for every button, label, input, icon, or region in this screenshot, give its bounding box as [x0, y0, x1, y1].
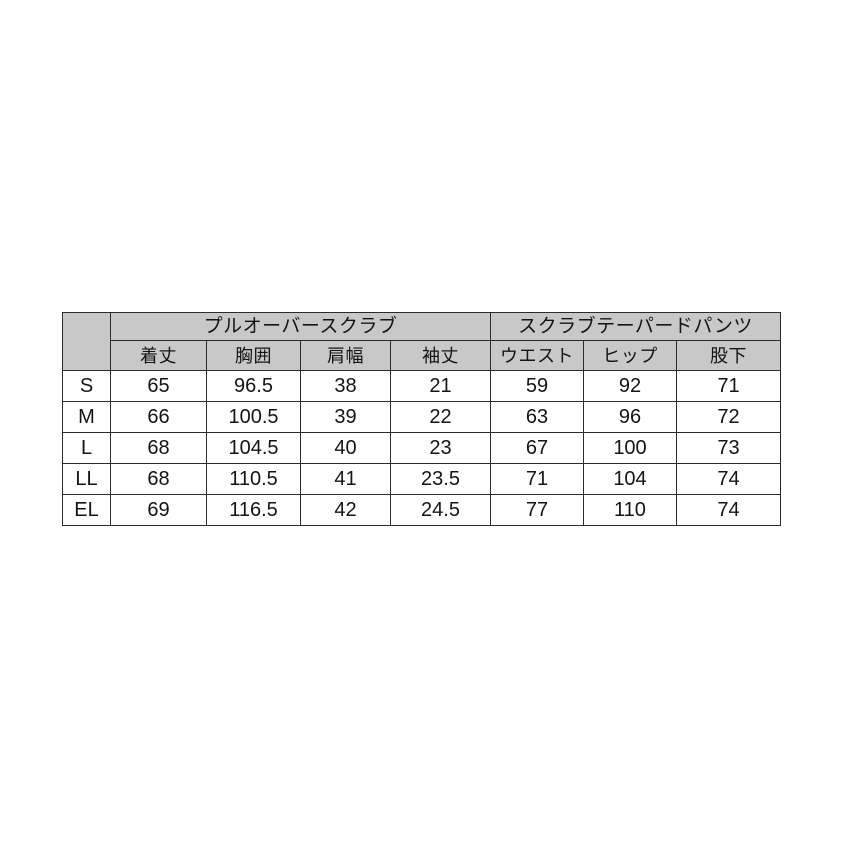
- group-header-scrub-tapered-pants: スクラブテーパードパンツ: [489, 312, 782, 341]
- cell-value: 24.5: [390, 494, 491, 526]
- table-row: L 68 104.5 40 23 67 100 73: [62, 432, 782, 464]
- cell-value: 96: [583, 401, 677, 433]
- size-label: M: [62, 401, 111, 433]
- cell-value: 21: [390, 370, 491, 402]
- cell-value: 23.5: [390, 463, 491, 495]
- column-header-katahaba: 肩幅: [300, 340, 391, 371]
- cell-value: 71: [675, 370, 782, 402]
- table-row: EL 69 116.5 42 24.5 77 110 74: [62, 494, 782, 526]
- cell-value: 96.5: [206, 370, 301, 402]
- cell-value: 110: [583, 494, 677, 526]
- table-header: プルオーバースクラブ スクラブテーパードパンツ 着丈 胸囲 肩幅 袖丈 ウエスト…: [62, 312, 782, 371]
- cell-value: 100: [583, 432, 677, 464]
- size-chart-table: プルオーバースクラブ スクラブテーパードパンツ 着丈 胸囲 肩幅 袖丈 ウエスト…: [62, 312, 782, 526]
- column-header-matashita: 股下: [675, 340, 782, 371]
- column-header-waist: ウエスト: [490, 340, 584, 371]
- size-label: EL: [62, 494, 111, 526]
- cell-value: 65: [110, 370, 207, 402]
- size-label: L: [62, 432, 111, 464]
- cell-value: 38: [300, 370, 391, 402]
- cell-value: 72: [675, 401, 782, 433]
- cell-value: 74: [675, 494, 782, 526]
- cell-value: 42: [300, 494, 391, 526]
- cell-value: 23: [390, 432, 491, 464]
- cell-value: 100.5: [206, 401, 301, 433]
- column-header-sodetake: 袖丈: [390, 340, 491, 371]
- table-row: M 66 100.5 39 22 63 96 72: [62, 401, 782, 433]
- size-label: S: [62, 370, 111, 402]
- cell-value: 40: [300, 432, 391, 464]
- cell-value: 92: [583, 370, 677, 402]
- cell-value: 66: [110, 401, 207, 433]
- cell-value: 39: [300, 401, 391, 433]
- cell-value: 59: [490, 370, 584, 402]
- table-column-header-row: 着丈 胸囲 肩幅 袖丈 ウエスト ヒップ 股下: [63, 340, 782, 371]
- column-header-kitake: 着丈: [110, 340, 207, 371]
- cell-value: 73: [675, 432, 782, 464]
- cell-value: 104: [583, 463, 677, 495]
- size-chart-container: プルオーバースクラブ スクラブテーパードパンツ 着丈 胸囲 肩幅 袖丈 ウエスト…: [62, 312, 782, 526]
- size-label: LL: [62, 463, 111, 495]
- cell-value: 22: [390, 401, 491, 433]
- header-corner-cell: [62, 312, 111, 371]
- cell-value: 63: [490, 401, 584, 433]
- cell-value: 104.5: [206, 432, 301, 464]
- cell-value: 67: [490, 432, 584, 464]
- table-row: S 65 96.5 38 21 59 92 71: [62, 370, 782, 402]
- cell-value: 68: [110, 432, 207, 464]
- table-group-header-row: プルオーバースクラブ スクラブテーパードパンツ: [62, 312, 782, 371]
- column-header-hip: ヒップ: [583, 340, 677, 371]
- table-row: LL 68 110.5 41 23.5 71 104 74: [62, 463, 782, 495]
- cell-value: 71: [490, 463, 584, 495]
- group-header-pullover-scrub: プルオーバースクラブ: [110, 312, 491, 341]
- table-body: S 65 96.5 38 21 59 92 71 M 66 100.5 39 2…: [62, 370, 782, 526]
- cell-value: 69: [110, 494, 207, 526]
- cell-value: 110.5: [206, 463, 301, 495]
- cell-value: 41: [300, 463, 391, 495]
- cell-value: 74: [675, 463, 782, 495]
- column-header-muneiri: 胸囲: [206, 340, 301, 371]
- cell-value: 68: [110, 463, 207, 495]
- cell-value: 77: [490, 494, 584, 526]
- cell-value: 116.5: [206, 494, 301, 526]
